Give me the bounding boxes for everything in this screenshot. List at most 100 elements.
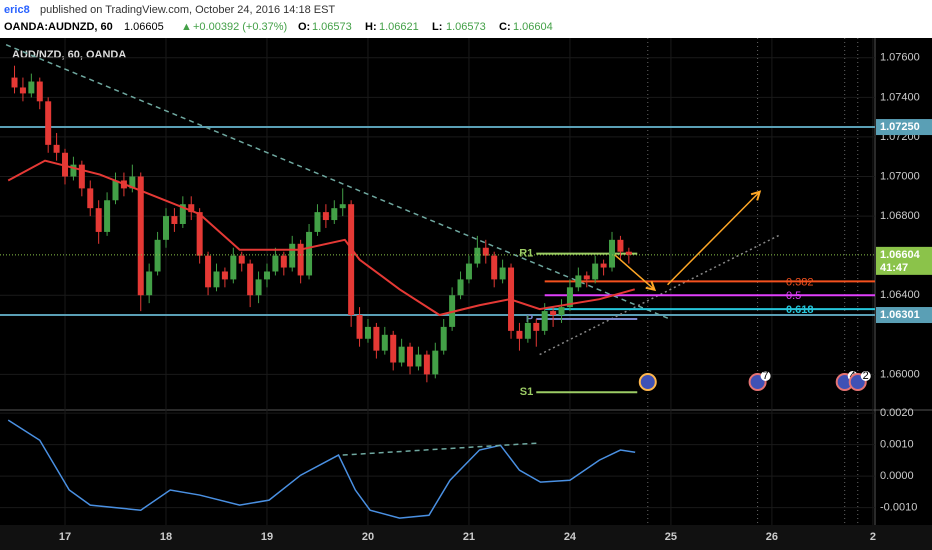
candle-body <box>95 208 102 232</box>
event-icon <box>638 373 657 391</box>
candle-body <box>19 87 26 94</box>
x-tick-label: 20 <box>362 531 374 543</box>
price-tag <box>876 119 932 136</box>
candle-body <box>255 279 262 296</box>
y-tick-label: 1.07000 <box>880 170 920 182</box>
candle-body <box>154 239 161 272</box>
event-count: 2 <box>863 370 869 382</box>
y-tick-label: 1.06000 <box>880 368 920 380</box>
candle-body <box>440 326 447 351</box>
x-tick-label: 26 <box>766 531 778 543</box>
candle-body <box>196 212 203 256</box>
chart-title: AUD/NZD, 60, OANDA <box>12 49 126 61</box>
fib-label: 0.618 <box>786 304 814 316</box>
ohlc-value: 1.06604 <box>513 21 553 33</box>
ohlc-value: 1.06621 <box>379 21 419 33</box>
candle-body <box>491 255 498 280</box>
candle-body <box>558 307 565 316</box>
indicator-line <box>7 419 636 519</box>
candle-body <box>373 326 380 351</box>
fib-label: 0.382 <box>786 276 814 288</box>
candle-body <box>550 311 557 316</box>
candle-body <box>516 330 523 339</box>
candle-body <box>87 188 94 209</box>
header-bar <box>0 0 932 38</box>
last-price-label: 1.06604 <box>880 249 921 261</box>
candle-body <box>499 267 506 280</box>
indicator-tick-label: -0.0010 <box>880 502 917 514</box>
y-tick-label: 1.06400 <box>880 289 920 301</box>
arrow-head <box>645 280 657 292</box>
candle-body <box>364 326 371 339</box>
candle-body <box>457 279 464 296</box>
candle-body <box>53 144 60 153</box>
candle-body <box>524 322 531 339</box>
candle-body <box>11 77 18 88</box>
y-tick-label: 1.07400 <box>880 91 920 103</box>
candle-body <box>566 287 573 308</box>
symbol: OANDA:AUDNZD, 60 <box>4 21 113 33</box>
candle-body <box>432 350 439 375</box>
candle-body <box>272 255 279 272</box>
candle-body <box>482 247 489 256</box>
event-count: 7 <box>763 370 769 382</box>
x-axis-bar <box>0 525 932 550</box>
candle-body <box>575 275 582 288</box>
x-tick-label: 25 <box>665 531 677 543</box>
candle-body <box>289 243 296 268</box>
candle-body <box>356 315 363 339</box>
event-badge <box>760 371 771 381</box>
indicator-tick-label: 0.0010 <box>880 439 914 451</box>
candle-body <box>609 239 616 268</box>
ohlc-key: O: <box>298 21 310 33</box>
candle-body <box>78 164 85 189</box>
candle-body <box>583 275 590 280</box>
published: published on TradingView.com, October 24… <box>40 4 335 16</box>
candle-body <box>213 271 220 288</box>
candle-body <box>221 271 228 280</box>
candle-body <box>112 180 119 201</box>
price-tag-label: 1.07250 <box>880 121 920 133</box>
candle-body <box>314 212 321 232</box>
candle-body <box>70 164 77 177</box>
x-tick-label: 2 <box>870 531 876 543</box>
candle-body <box>474 247 481 264</box>
candle-body <box>465 263 472 280</box>
candle-body <box>188 204 195 213</box>
ohlc-key: H: <box>365 21 377 33</box>
candle-body <box>339 204 346 209</box>
x-tick-label: 21 <box>463 531 475 543</box>
candle-body <box>263 271 270 280</box>
pivot-label: S1 <box>520 386 533 398</box>
candle-body <box>36 81 43 102</box>
y-tick-label: 1.06800 <box>880 210 920 222</box>
last: 1.06605 <box>124 21 164 33</box>
ohlc-key: C: <box>499 21 511 33</box>
fib-label: 0.5 <box>786 290 801 302</box>
candle-body <box>398 346 405 363</box>
y-tick-label: 1.07600 <box>880 52 920 64</box>
candle-body <box>146 271 153 296</box>
candle-body <box>306 231 313 276</box>
candle-body <box>205 255 212 288</box>
user[interactable]: eric8 <box>4 4 30 16</box>
candle-body <box>600 263 607 268</box>
divergence-line <box>342 442 539 456</box>
candle-body <box>45 101 52 145</box>
event-badge <box>860 371 871 381</box>
ohlc-value: 1.06573 <box>446 21 486 33</box>
x-tick-label: 19 <box>261 531 273 543</box>
x-tick-label: 24 <box>564 531 577 543</box>
indicator-tick-label: 0.0020 <box>880 407 914 419</box>
pivot-label: R1 <box>519 248 533 260</box>
candle-body <box>179 204 186 224</box>
price-tag <box>876 246 932 275</box>
candle-body <box>423 354 430 375</box>
candle-body <box>230 255 237 280</box>
candle-body <box>381 334 388 351</box>
candle-body <box>348 204 355 316</box>
ohlc-value: 1.06573 <box>312 21 352 33</box>
change: +0.00392 (+0.37%) <box>193 21 287 33</box>
